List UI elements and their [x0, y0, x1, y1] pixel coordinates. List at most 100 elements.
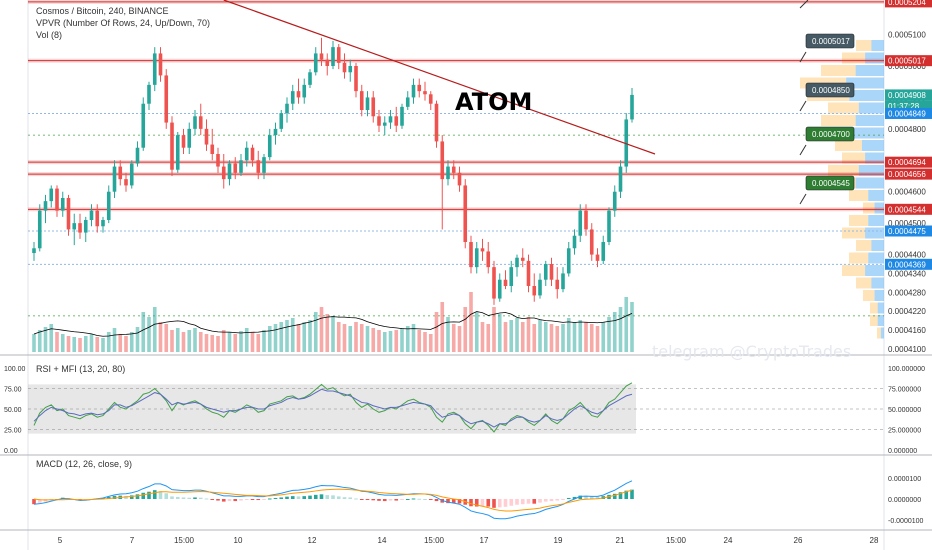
vpvr-row-up — [855, 65, 884, 76]
candle-body — [193, 116, 197, 129]
macd-histogram-bar — [106, 496, 111, 499]
volume-bar — [348, 326, 353, 352]
volume-bar — [618, 307, 623, 352]
volume-bar — [244, 328, 249, 352]
vol-label[interactable]: Vol (8) — [36, 30, 63, 40]
volume-bar — [342, 324, 347, 352]
candle-body — [578, 210, 583, 236]
candle-body — [428, 94, 433, 104]
candle-body — [405, 97, 410, 107]
volume-bar — [204, 334, 209, 352]
candle-body — [101, 220, 105, 227]
vpvr-row-up — [874, 202, 884, 214]
macd-histogram-bar — [175, 496, 180, 499]
macd-label[interactable]: MACD (12, 26, close, 9) — [36, 459, 133, 469]
volume-bar — [497, 314, 502, 352]
volume-bar — [49, 324, 54, 352]
rsi-left-tick: 0.00 — [4, 448, 18, 455]
volume-bar — [227, 332, 232, 352]
price-callouts: 0.0005017 0.0004850 0.0004700 0.0004545 — [799, 33, 855, 205]
candle-body — [371, 97, 376, 117]
candle-body — [124, 179, 128, 186]
volume-bar — [549, 324, 554, 352]
vpvr-row-down — [856, 277, 872, 289]
callout-pointer — [799, 193, 807, 205]
volume-bar — [411, 324, 416, 352]
macd-histogram-bar — [170, 496, 174, 499]
candle-body — [618, 166, 623, 192]
volume-bar — [290, 318, 295, 352]
volume-bar — [198, 332, 203, 352]
vpvr-row-down — [828, 102, 859, 114]
macd-histogram-bar — [210, 499, 215, 500]
volume-bar — [417, 330, 422, 352]
rsi-label[interactable]: RSI + MFI (13, 20, 80) — [36, 364, 126, 374]
price-tick-label: 0.0004340 — [888, 269, 926, 278]
volume-bar — [106, 332, 111, 352]
candle-body — [244, 147, 249, 161]
candle-body — [256, 160, 261, 173]
volume-bar — [578, 320, 583, 352]
candle-body — [584, 210, 588, 230]
time-tick-label: 10 — [234, 536, 243, 545]
atom-annotation: ATOM — [455, 88, 532, 116]
volume-bar — [112, 328, 117, 352]
candle-body — [394, 116, 399, 126]
vpvr-row-down — [877, 327, 881, 339]
signal-line — [33, 488, 633, 512]
candle-body — [388, 116, 393, 123]
rsi-right-tick: 75.000000 — [888, 387, 921, 394]
macd-histogram-bar — [503, 499, 508, 507]
macd-histogram-bar — [624, 490, 629, 499]
candle-body — [290, 91, 295, 104]
macd-pane: 0.0000100 0.0000000 -0.0000100 — [32, 476, 924, 525]
candlesticks — [32, 37, 634, 305]
volume-bar — [221, 330, 226, 352]
vpvr-row-down — [849, 190, 869, 201]
time-tick-label: 17 — [480, 536, 489, 545]
macd-histogram-bar — [342, 497, 347, 499]
vpvr-row-down — [835, 140, 862, 151]
volume-bar — [216, 336, 220, 352]
candle-body — [66, 198, 71, 230]
volume-bar — [135, 327, 140, 352]
volume-bar — [474, 312, 479, 352]
candle-body — [532, 286, 537, 296]
volume-bar — [446, 317, 450, 352]
volume-bar — [78, 338, 82, 352]
volume-bar — [434, 312, 439, 352]
rsi-left-tick: 25.00 — [4, 428, 22, 435]
macd-histogram-bar — [152, 490, 157, 499]
volume-bar — [601, 322, 606, 352]
macd-tick: 0.0000000 — [888, 497, 921, 504]
candle-body — [538, 279, 542, 296]
vpvr-row-down — [856, 240, 872, 251]
volume-bar — [612, 312, 617, 352]
macd-histogram-bar — [480, 499, 485, 507]
macd-histogram-bar — [181, 497, 186, 499]
volume-bar — [555, 326, 560, 352]
candle-body — [187, 128, 192, 148]
volume-bar — [440, 302, 445, 352]
macd-histogram-bar — [365, 499, 370, 500]
macd-histogram-bar — [193, 497, 197, 499]
candle-body — [210, 144, 215, 154]
price-tag-bg — [885, 225, 932, 237]
vpvr-row-up — [865, 227, 884, 239]
vpvr-label[interactable]: VPVR (Number Of Rows, 24, Up/Down, 70) — [36, 18, 211, 28]
trendline[interactable] — [223, 0, 809, 155]
callout-pointer — [799, 144, 807, 156]
candle-body — [595, 254, 600, 261]
macd-histogram-bar — [612, 493, 617, 499]
macd-histogram-bar — [348, 497, 353, 499]
candle-body — [135, 147, 140, 164]
price-tick-label: 0.0004500 — [888, 219, 926, 228]
volume-bar — [405, 326, 410, 352]
macd-histogram-bar — [313, 494, 318, 499]
volume-bar — [371, 328, 376, 352]
candle-body — [336, 47, 341, 63]
candle-body — [141, 103, 146, 148]
volume-bar — [262, 330, 266, 352]
volume-bar — [181, 332, 186, 352]
